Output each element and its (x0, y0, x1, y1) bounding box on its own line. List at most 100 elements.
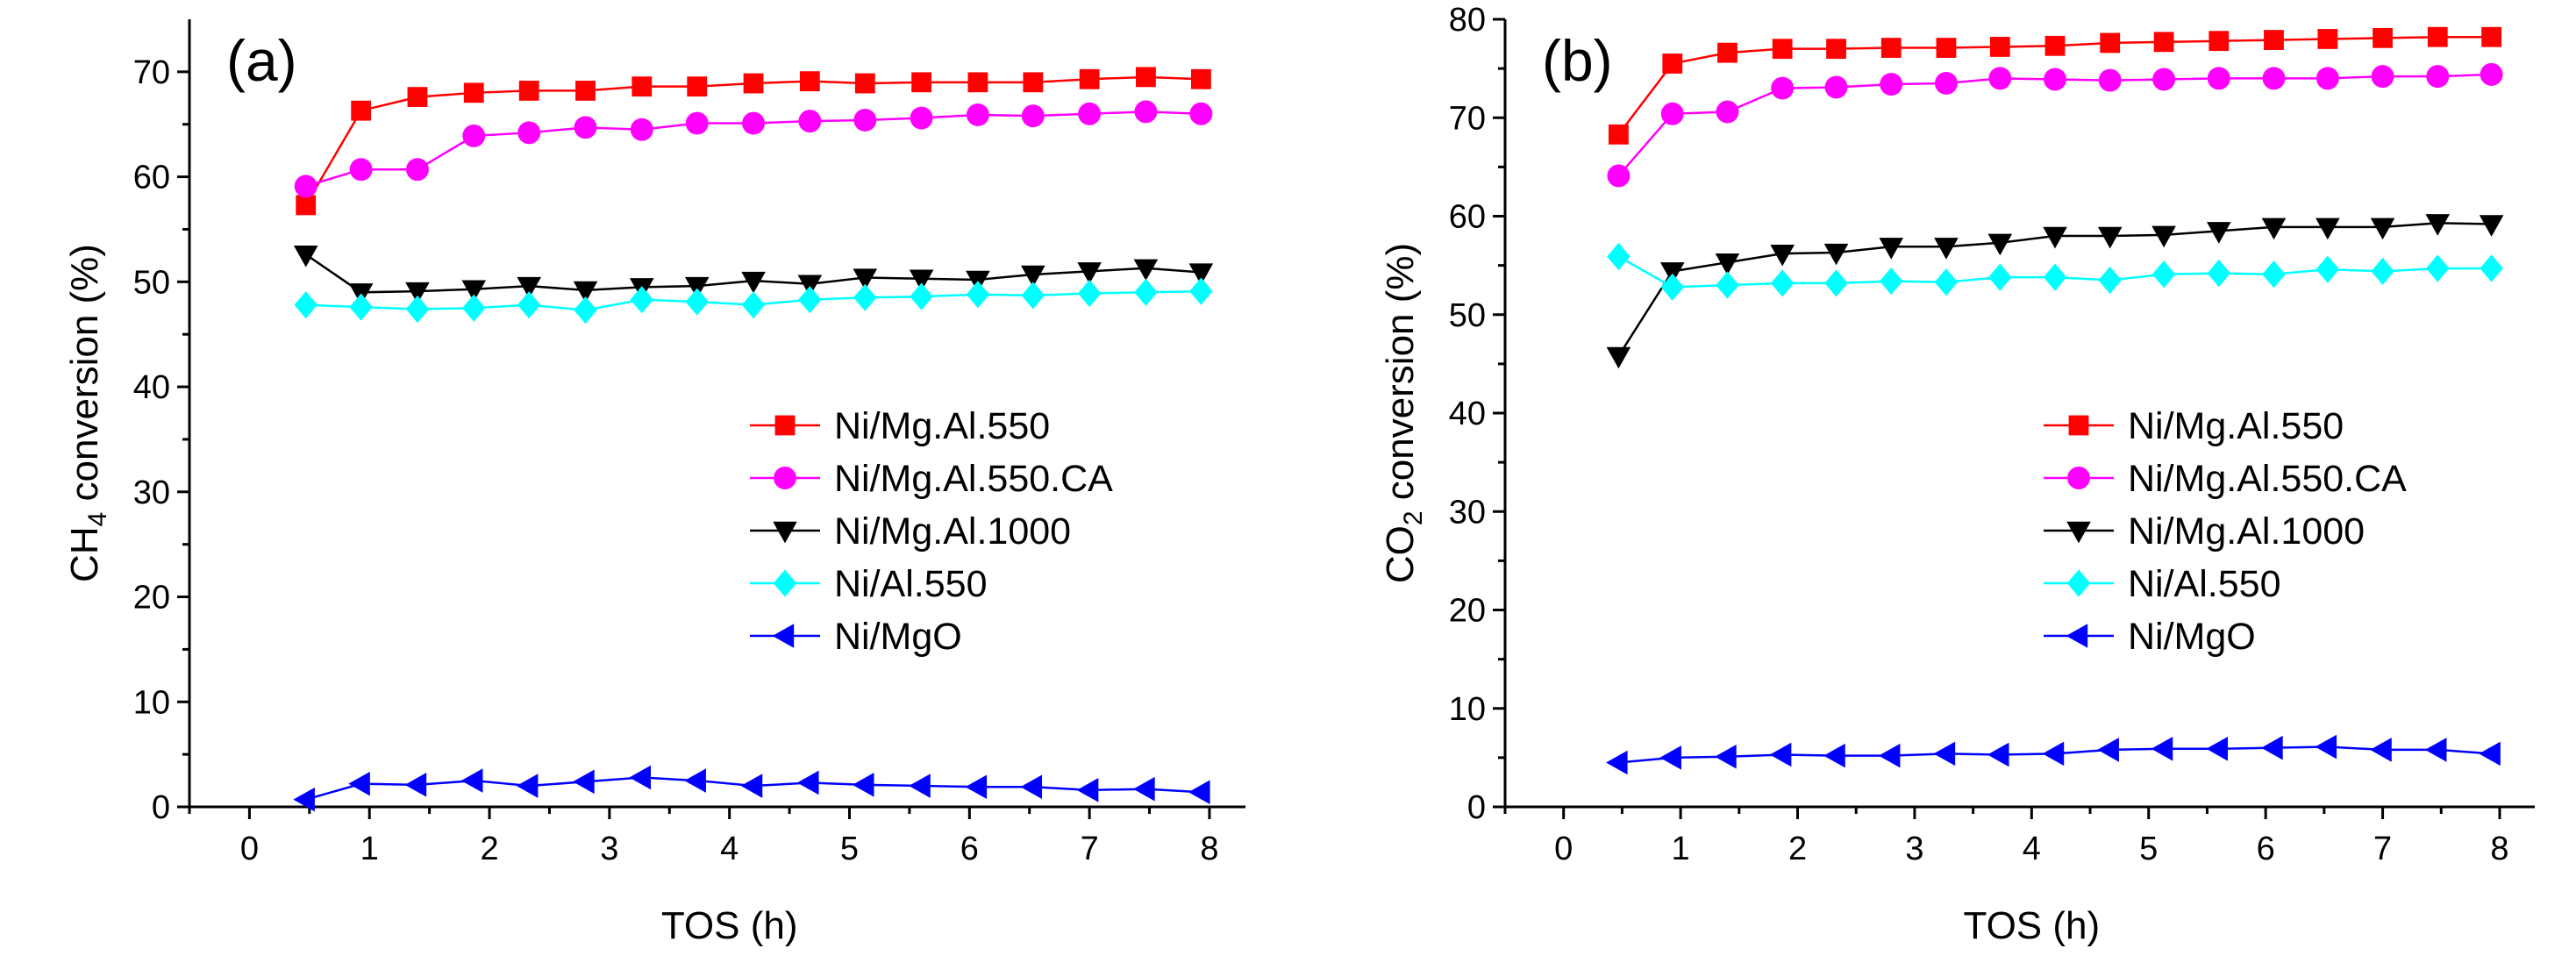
data-point (2043, 263, 2067, 291)
data-point (575, 81, 596, 101)
data-point (1772, 39, 1793, 60)
legend-marker (774, 467, 796, 489)
data-point (2426, 65, 2450, 89)
data-point (405, 295, 430, 324)
data-point (2373, 27, 2393, 48)
legend: Ni/Mg.Al.550 Ni/Mg.Al.550.CA Ni/Mg.Al.1000… (750, 405, 1113, 658)
data-point (743, 73, 764, 94)
legend-label: Ni/Mg.Al.1000 (834, 510, 1071, 553)
data-point (573, 769, 595, 795)
legend-label: Ni/Mg.Al.1000 (2128, 510, 2365, 553)
data-point (1021, 104, 1045, 128)
legend-marker (774, 415, 796, 436)
data-point (2315, 734, 2337, 760)
x-tick-label: 5 (840, 831, 859, 867)
data-point (1880, 38, 1902, 58)
data-point (2042, 741, 2065, 767)
data-point (2206, 736, 2228, 761)
data-point (516, 774, 539, 798)
data-point (2098, 68, 2122, 92)
legend-label: Ni/MgO (2128, 616, 2256, 658)
y-axis-title-tail: conversion (%) (63, 244, 106, 512)
data-point (1133, 776, 1155, 802)
data-point (1880, 267, 1903, 296)
data-point (630, 118, 653, 141)
legend-item: Ni/Al.550 (750, 563, 987, 605)
data-point (518, 81, 539, 101)
data-point (1823, 243, 1849, 266)
y-axis-title-main: CO (1379, 525, 1422, 583)
y-tick-label: 50 (133, 264, 170, 301)
data-point (1933, 741, 1956, 767)
x-tick-label: 7 (1081, 831, 1099, 867)
data-point (2262, 67, 2286, 90)
legend-marker (2066, 569, 2091, 597)
data-point (574, 116, 597, 139)
data-point (1188, 780, 1210, 805)
data-point (911, 72, 931, 93)
data-point (1716, 100, 1739, 124)
data-point (2427, 26, 2448, 47)
data-point (460, 768, 483, 793)
series-ni-mg-al-550-ca (1607, 62, 2503, 188)
data-point (296, 195, 317, 216)
data-point (1824, 75, 1848, 99)
x-axis-title: TOS (h) (1964, 904, 2101, 947)
x-tick-label: 2 (480, 831, 498, 867)
data-point (462, 124, 486, 147)
data-point (2479, 215, 2504, 237)
legend-label: Ni/MgO (834, 616, 962, 658)
data-point (2206, 222, 2231, 244)
data-point (2370, 738, 2392, 762)
data-point (1662, 53, 1683, 74)
legend-item: Ni/MgO (2044, 616, 2256, 658)
data-point (632, 76, 653, 97)
series-ni-mg-al-1000 (1606, 214, 2504, 369)
data-point (1717, 42, 1738, 63)
data-point (1988, 263, 2012, 291)
x-tick-label: 6 (2257, 831, 2275, 867)
legend-item: Ni/Mg.Al.550.CA (2044, 458, 2407, 500)
data-point (405, 282, 430, 304)
legend-marker (2067, 467, 2090, 489)
data-point (1826, 39, 1846, 60)
x-tick-label: 7 (2373, 831, 2392, 867)
data-point (797, 275, 823, 297)
y-tick-label: 20 (133, 580, 170, 617)
data-point (742, 111, 766, 135)
data-point (1987, 742, 2009, 767)
data-point (1020, 774, 1043, 800)
data-point (741, 271, 766, 294)
y-tick-label: 0 (152, 789, 170, 826)
data-point (2317, 29, 2338, 49)
data-point (2044, 68, 2066, 91)
data-point (2097, 226, 2123, 249)
data-point (2151, 736, 2173, 761)
data-point (1770, 244, 1795, 267)
y-tick-label: 10 (133, 684, 170, 721)
y-axis-title: CH4 conversion (%) (63, 244, 112, 582)
x-tick-label: 3 (1905, 831, 1923, 867)
data-point (1934, 268, 1959, 296)
x-tick-label: 6 (960, 831, 979, 867)
data-point (1607, 164, 1631, 188)
y-axis-title-subscript: 4 (83, 512, 112, 527)
legend-label: Ni/Al.550 (2128, 563, 2280, 605)
y-axis-title-main: CH (63, 526, 106, 582)
data-point (966, 281, 990, 309)
data-point (2098, 266, 2122, 295)
data-point (2479, 741, 2501, 767)
x-tick-label: 0 (240, 831, 259, 867)
y-tick-label: 10 (1449, 691, 1486, 728)
y-tick-label: 70 (1449, 100, 1486, 137)
data-point (1934, 238, 1959, 260)
data-point (2370, 218, 2395, 240)
data-point (1077, 279, 1102, 308)
data-point (1189, 102, 1213, 125)
legend-item: Ni/Mg.Al.1000 (750, 510, 1071, 553)
data-point (740, 774, 763, 798)
data-point (1934, 72, 1958, 95)
legend-marker (772, 624, 795, 648)
y-tick-label: 50 (1449, 297, 1486, 334)
data-point (1659, 745, 1681, 770)
